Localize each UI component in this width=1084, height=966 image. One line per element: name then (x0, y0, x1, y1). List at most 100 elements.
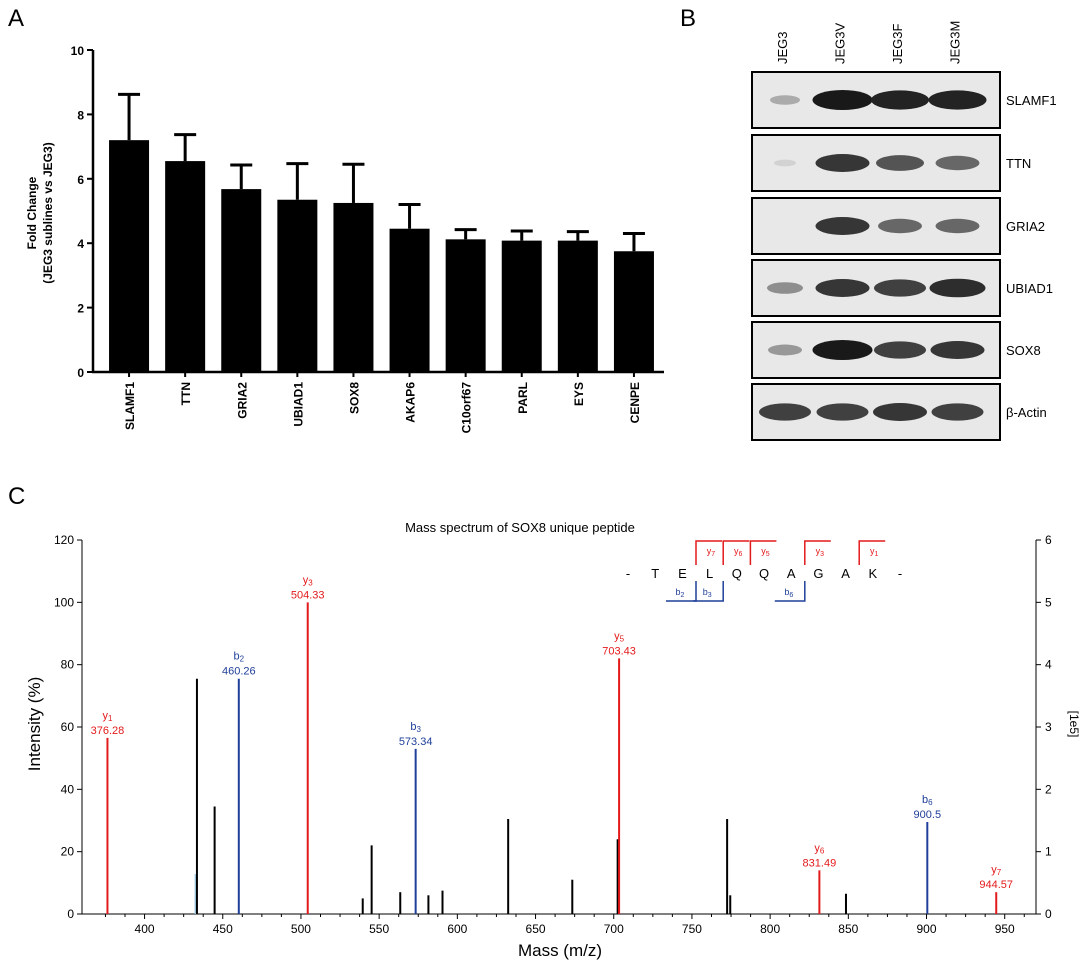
sequence-b-fragment (693, 581, 724, 602)
chart-a-bar (221, 189, 262, 372)
sequence-y-fragment (695, 540, 722, 565)
chart-a-ytick-label: 4 (77, 237, 84, 251)
chart-c-title: Mass spectrum of SOX8 unique peptide (405, 520, 635, 535)
chart-c-ytick-label: 40 (61, 782, 75, 796)
western-band (935, 155, 980, 171)
sequence-residue: G (813, 566, 823, 581)
chart-a-xtick-label: PARL (516, 382, 530, 414)
panel-letter-a: A (8, 5, 24, 32)
western-band (812, 340, 873, 360)
western-band (874, 279, 926, 297)
chart-a-bar (445, 239, 486, 372)
chart-a-ytick-label: 2 (77, 302, 84, 316)
western-protein-label: GRIA2 (1006, 219, 1045, 234)
chart-c-y2tick-label: 2 (1045, 782, 1052, 796)
chart-a-xtick-label: TTN (179, 382, 193, 405)
sequence-b-fragment (774, 581, 806, 602)
panel-letter-b: B (680, 5, 696, 32)
chart-c-y2tick-label: 5 (1045, 595, 1052, 609)
sequence-residue: Q (759, 566, 769, 581)
chart-c-y2tick-label: 1 (1045, 845, 1052, 859)
chart-c-peak-mz-label: 504.33 (291, 589, 325, 601)
chart-a-bar (613, 251, 654, 372)
chart-c-peak-ion-label: b6 (922, 794, 933, 807)
chart-c-xtick-label: 650 (526, 922, 546, 936)
chart-a-bar (389, 228, 430, 372)
sequence-residue: A (841, 566, 850, 581)
chart-a-xtick-label: SOX8 (347, 382, 361, 414)
panel-letter-c: C (8, 483, 25, 510)
chart-c-xtick-label: 450 (213, 922, 233, 936)
chart-a-ytick-label: 6 (77, 173, 84, 187)
chart-a-xtick-label: SLAMF1 (123, 382, 137, 430)
western-band (878, 218, 922, 234)
sequence-y-fragment (722, 540, 750, 565)
chart-c-peak-ion-label: y1 (102, 710, 113, 723)
western-lane-label: JEG3F (890, 23, 905, 64)
western-lane-label: JEG3 (775, 31, 790, 64)
chart-a-ylabel-line1: Fold Change (25, 176, 39, 249)
chart-c-peak-mz-label: 376.28 (91, 725, 125, 737)
chart-a-bar (165, 161, 206, 372)
chart-c-ytick-label: 80 (61, 658, 75, 672)
chart-c-ytick-label: 100 (54, 595, 74, 609)
chart-c-y2tick-label: 0 (1045, 907, 1052, 921)
chart-c-y2tick-label: 3 (1045, 720, 1052, 734)
western-band (930, 341, 985, 359)
sequence-residue: - (626, 566, 630, 581)
sequence-y-fragment-label: y3 (816, 546, 825, 558)
western-band (816, 403, 869, 421)
chart-a-bar (277, 199, 318, 372)
sequence-y-fragment (858, 540, 886, 565)
sequence-y-fragment (749, 540, 777, 565)
sequence-residue: A (787, 566, 796, 581)
western-band (815, 279, 870, 297)
western-protein-label: UBIAD1 (1006, 281, 1053, 296)
chart-c-ytick-label: 0 (67, 907, 74, 921)
western-lane-label: JEG3V (833, 22, 848, 64)
chart-c-peak-ion-label: y3 (303, 574, 314, 587)
sequence-b-fragment-label: b6 (784, 587, 793, 599)
chart-a-bar (557, 240, 598, 372)
chart-c-xtick-label: 900 (917, 922, 937, 936)
chart-a-ytick-label: 8 (77, 108, 84, 122)
chart-a-bar (333, 202, 374, 372)
sequence-b-fragment-label: b3 (703, 587, 712, 599)
chart-c-peak-mz-label: 900.5 (914, 809, 942, 821)
chart-a-xtick-label: UBIAD1 (291, 382, 305, 427)
chart-c-peak-mz-label: 703.43 (602, 645, 636, 657)
chart-c-xtick-label: 950 (995, 922, 1015, 936)
western-band (873, 403, 927, 421)
chart-c-peak-mz-label: 831.49 (803, 857, 837, 869)
mass-spectrum-chart: Mass spectrum of SOX8 unique peptide Mas… (25, 520, 1081, 960)
western-protein-label: SOX8 (1006, 343, 1041, 358)
sequence-residue: Q (732, 566, 742, 581)
chart-c-y2tick-label: 6 (1045, 533, 1052, 547)
chart-c-xtick-label: 700 (604, 922, 624, 936)
sequence-residue: K (868, 566, 877, 581)
sequence-residue: T (651, 566, 659, 581)
western-band (935, 218, 980, 234)
chart-c-ytick-label: 120 (54, 533, 74, 547)
sequence-y-fragment-label: y5 (761, 546, 770, 558)
chart-a-bar (109, 140, 150, 372)
chart-c-xtick-label: 400 (135, 922, 155, 936)
western-protein-label: β-Actin (1006, 405, 1047, 420)
chart-c-peak-mz-label: 944.57 (979, 879, 1013, 891)
sequence-residue: L (706, 566, 713, 581)
chart-c-peak-ion-label: y7 (991, 864, 1002, 877)
chart-c-ylabel: Intensity (%) (25, 677, 44, 771)
western-band (928, 90, 987, 110)
sequence-b-fragment-label: b2 (676, 587, 685, 599)
chart-c-xlabel: Mass (m/z) (518, 941, 602, 960)
chart-c-peak-mz-label: 573.34 (399, 736, 433, 748)
sequence-residue: E (678, 566, 687, 581)
chart-c-ytick-label: 20 (61, 845, 75, 859)
chart-a-xtick-label: CENPE (628, 382, 642, 423)
western-band (929, 278, 986, 298)
chart-c-peak-ion-label: b3 (410, 721, 421, 734)
sequence-y-fragment (804, 540, 831, 565)
sequence-y-fragment-label: y6 (734, 546, 743, 558)
sequence-y-fragment-label: y7 (707, 546, 716, 558)
